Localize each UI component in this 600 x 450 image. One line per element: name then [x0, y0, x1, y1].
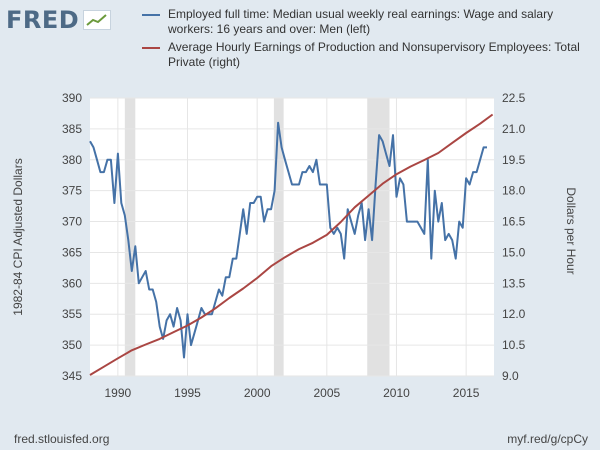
legend-item-right-series: Average Hourly Earnings of Production an… [142, 40, 582, 70]
y-tick-label-right: 12.0 [502, 307, 526, 321]
y-tick-label-left: 375 [62, 184, 82, 198]
recession-shading [124, 98, 136, 376]
y-tick-label-right: 19.5 [502, 153, 526, 167]
x-tick-label: 2010 [383, 386, 410, 400]
y-axis-title-left: 1982-84 CPI Adjusted Dollars [11, 158, 25, 315]
series-line-median-weekly-earnings [89, 121, 487, 359]
y-tick-label-right: 15.0 [502, 245, 526, 259]
y-tick-label-left: 385 [62, 122, 82, 136]
y-tick-label-left: 370 [62, 215, 82, 229]
series-line-average-hourly-earnings [89, 113, 494, 376]
legend-label-left: Employed full time: Median usual weekly … [168, 7, 554, 36]
y-tick-label-left: 380 [62, 153, 82, 167]
recession-shading [367, 98, 390, 376]
y-tick-label-right: 13.5 [502, 276, 526, 290]
legend-swatch-right [142, 47, 160, 49]
y-axis-title-right: Dollars per Hour [564, 187, 578, 274]
plot-area [90, 98, 494, 376]
source-link[interactable]: fred.stlouisfed.org [14, 432, 110, 446]
chart-legend: Employed full time: Median usual weekly … [142, 7, 582, 73]
short-link[interactable]: myf.red/g/cpCy [507, 432, 588, 446]
y-tick-label-left: 350 [62, 338, 82, 352]
legend-swatch-left [142, 14, 160, 16]
y-tick-label-left: 365 [62, 245, 82, 259]
legend-label-right: Average Hourly Earnings of Production an… [168, 40, 580, 69]
y-tick-label-right: 18.0 [502, 184, 526, 198]
y-tick-label-right: 9.0 [502, 369, 519, 383]
fred-logo: FRED [6, 6, 112, 34]
recession-shading [273, 98, 284, 376]
x-tick-label: 2015 [453, 386, 480, 400]
y-tick-label-left: 355 [62, 307, 82, 321]
x-tick-label: 1990 [105, 386, 132, 400]
logo-text: FRED [6, 6, 80, 34]
y-tick-label-right: 10.5 [502, 338, 526, 352]
y-tick-label-left: 345 [62, 369, 82, 383]
x-tick-label: 1995 [174, 386, 201, 400]
y-tick-label-left: 390 [62, 91, 82, 105]
y-tick-label-left: 360 [62, 276, 82, 290]
logo-chart-icon [83, 10, 112, 30]
y-tick-label-right: 22.5 [502, 91, 526, 105]
x-tick-label: 2005 [313, 386, 340, 400]
x-tick-label: 2000 [244, 386, 271, 400]
legend-item-left-series: Employed full time: Median usual weekly … [142, 7, 582, 37]
y-tick-label-right: 21.0 [502, 122, 526, 136]
y-tick-label-right: 16.5 [502, 215, 526, 229]
